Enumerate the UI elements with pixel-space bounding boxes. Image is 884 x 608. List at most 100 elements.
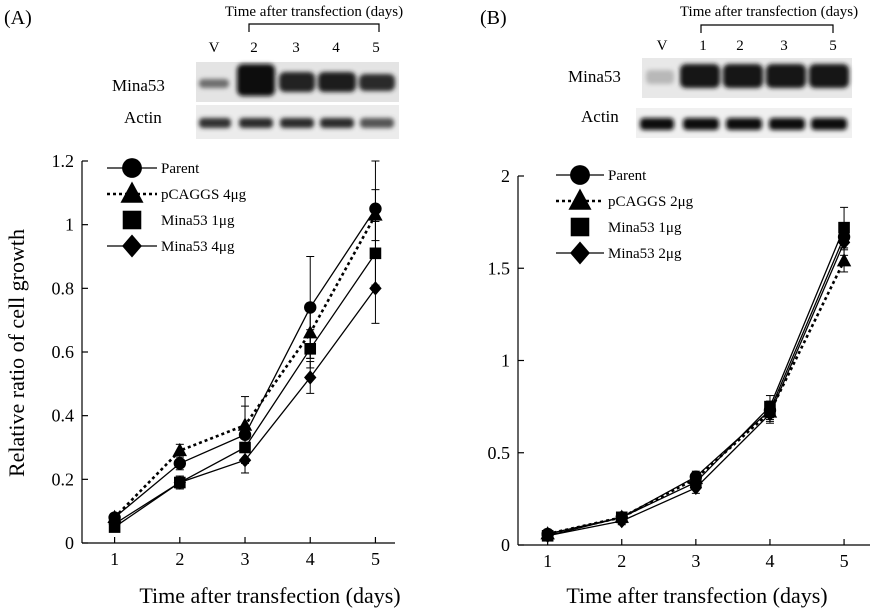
panel-b-blot: Time after transfection (days) V 1 2 3 5…	[568, 4, 858, 138]
panel-a-series-4	[108, 252, 382, 532]
panel-a-series-4-point	[369, 281, 382, 296]
panel-a-series-3-line	[114, 252, 376, 528]
panel-b-y-tick-label: 0.5	[488, 443, 511, 463]
panel-a-y-tick-label: 0	[65, 533, 74, 553]
panel-a-y-axis-label: Relative ratio of cell growth	[4, 229, 29, 477]
panel-b-y-tick-label: 1	[501, 351, 510, 371]
panel-a-series-1-point	[173, 457, 187, 470]
panel-b-x-tick-label: 2	[617, 551, 626, 571]
panel-b-lane-2: 2	[736, 38, 744, 54]
panel-b-plot: 0 0.5 1 1.5 2 1 2 3 4 5 Parent pCAGGS 2μg Mina53 1μg…	[488, 165, 870, 571]
panel-a-legend-3-label: Mina53 1μg	[161, 213, 235, 229]
panel-a-band-actin-5	[360, 118, 394, 128]
panel-a-series-3-point	[304, 343, 317, 355]
panel-a-blot: Time after transfection (days) V 2 3 4 5…	[112, 4, 403, 139]
panel-b-legend-3-marker	[570, 217, 590, 237]
panel-b-band-mina53-1	[680, 64, 720, 88]
panel-a-lane-5: 5	[372, 40, 380, 56]
panel-b-row-mina53: Mina53	[568, 67, 621, 86]
panel-b-series-2	[540, 249, 852, 540]
panel-a-legend-4-marker	[122, 234, 142, 258]
panel-a-chart: 0 0.2 0.4 0.6 0.8 1 1.2 1 2 3 4 5 Parent pCAGGS 4μg Mi…	[4, 151, 401, 608]
panel-b-series-4-point	[763, 406, 777, 422]
panel-a-y-tick-label: 0.8	[52, 278, 75, 298]
panel-a-x-tick-label: 4	[306, 549, 315, 569]
panel-a-lane-4: 4	[332, 40, 340, 56]
panel-a-y-tick-label: 1	[65, 215, 74, 235]
panel-a-lane-v: V	[209, 40, 220, 56]
panel-a-series-2-point	[368, 207, 383, 221]
panel-b-band-mina53-v	[646, 70, 674, 84]
panel-b-lane-3: 3	[780, 38, 788, 54]
panel-a-series-4-point	[173, 475, 187, 490]
panel-b-band-actin-3	[769, 118, 805, 130]
panel-a-row-actin: Actin	[124, 108, 162, 127]
panel-a-x-tick-label: 2	[175, 549, 184, 569]
panel-b-y-tick-label: 2	[501, 166, 510, 186]
panel-a-legend-1-marker	[122, 158, 142, 178]
panel-a-series-4-point	[238, 453, 252, 468]
panel-a-band-mina53-2	[237, 64, 275, 96]
panel-a-x-tick-label: 1	[110, 549, 119, 569]
panel-a-x-tick-label: 5	[371, 549, 380, 569]
panel-b-series-4	[541, 229, 851, 543]
panel-a-series-2-point	[172, 442, 188, 457]
panel-b-legend-1-marker	[570, 165, 590, 185]
panel-a-band-actin-3	[280, 118, 314, 128]
panel-a-y-tick-label: 1.2	[52, 151, 75, 171]
panel-a-lane-2: 2	[250, 40, 258, 56]
panel-a-blot-header: Time after transfection (days)	[225, 4, 403, 20]
panel-a-x-tick-label: 3	[241, 549, 250, 569]
panel-a-plot: 0 0.2 0.4 0.6 0.8 1 1.2 1 2 3 4 5 Parent pCAGGS 4μg Mi…	[52, 151, 395, 569]
panel-b-lane-v: V	[657, 38, 668, 54]
panel-a-y-tick-label: 0.6	[52, 342, 75, 362]
panel-b-series-4-point	[837, 235, 851, 250]
panel-b-series-4-point	[689, 480, 703, 496]
panel-b-band-actin-1	[683, 118, 719, 130]
panel-a-row-mina53: Mina53	[112, 76, 165, 95]
panel-b-x-axis-label: Time after transfection (days)	[566, 583, 827, 608]
panel-b-legend-2-marker	[568, 188, 592, 210]
panel-b-series-4-point	[541, 528, 554, 543]
panel-a-lane-3: 3	[292, 40, 300, 56]
panel-b-band-actin-2	[726, 118, 762, 130]
panel-b-row-actin: Actin	[581, 107, 619, 126]
panel-a-series-2-point	[107, 509, 122, 524]
panel-a-series-4-point	[304, 370, 317, 385]
panel-b-lane-1: 1	[699, 38, 707, 54]
panel-b-x-tick-label: 4	[765, 551, 774, 571]
panel-a-series-3	[108, 220, 382, 533]
panel-a-band-mina53-v	[199, 79, 229, 88]
panel-b-band-actin-v	[640, 118, 674, 130]
panel-b: (B) Time after transfection (days) V 1 2…	[480, 4, 870, 608]
panel-b-legend-4-label: Mina53 2μg	[608, 246, 682, 262]
panel-b-lane-5: 5	[829, 38, 837, 54]
panel-b-label: (B)	[480, 7, 507, 29]
panel-b-series-2-point	[836, 253, 852, 267]
panel-a-blot-bracket	[248, 23, 380, 32]
panel-a-band-mina53-5	[359, 74, 395, 91]
panel-a-band-actin-v	[199, 118, 231, 128]
panel-a-legend: Parent pCAGGS 4μg Mina53 1μg Mina53 4μg	[107, 158, 247, 258]
panel-a-legend-2-label: pCAGGS 4μg	[161, 187, 247, 203]
panel-b-y-tick-label: 1.5	[488, 258, 511, 278]
panel-a-legend-2-marker	[120, 181, 144, 203]
panel-a-legend-4-label: Mina53 4μg	[161, 239, 235, 255]
panel-a-legend-3-marker	[122, 210, 142, 230]
panel-a-y-tick-label: 0.4	[52, 406, 75, 426]
panel-a-x-axis-label: Time after transfection (days)	[139, 583, 400, 608]
panel-b-legend-1-label: Parent	[608, 168, 647, 184]
panel-a-series-2-point	[237, 417, 253, 431]
panel-a-legend-1-label: Parent	[161, 161, 200, 177]
panel-a-band-actin-2	[239, 118, 273, 128]
panel-a-series-4-point	[108, 516, 121, 532]
panel-b-chart: 0 0.5 1 1.5 2 1 2 3 4 5 Parent pCAGGS 2μg Mina53 1μg…	[488, 165, 870, 608]
panel-b-legend-3-label: Mina53 1μg	[608, 220, 682, 236]
panel-a-band-mina53-4	[318, 72, 356, 92]
panel-b-y-tick-label: 0	[501, 535, 510, 555]
panel-a-y-tick-label: 0.2	[52, 469, 75, 489]
panel-b-series-3-point	[838, 221, 850, 234]
panel-b-x-tick-label: 3	[691, 551, 700, 571]
panel-b-blot-header: Time after transfection (days)	[680, 4, 858, 20]
